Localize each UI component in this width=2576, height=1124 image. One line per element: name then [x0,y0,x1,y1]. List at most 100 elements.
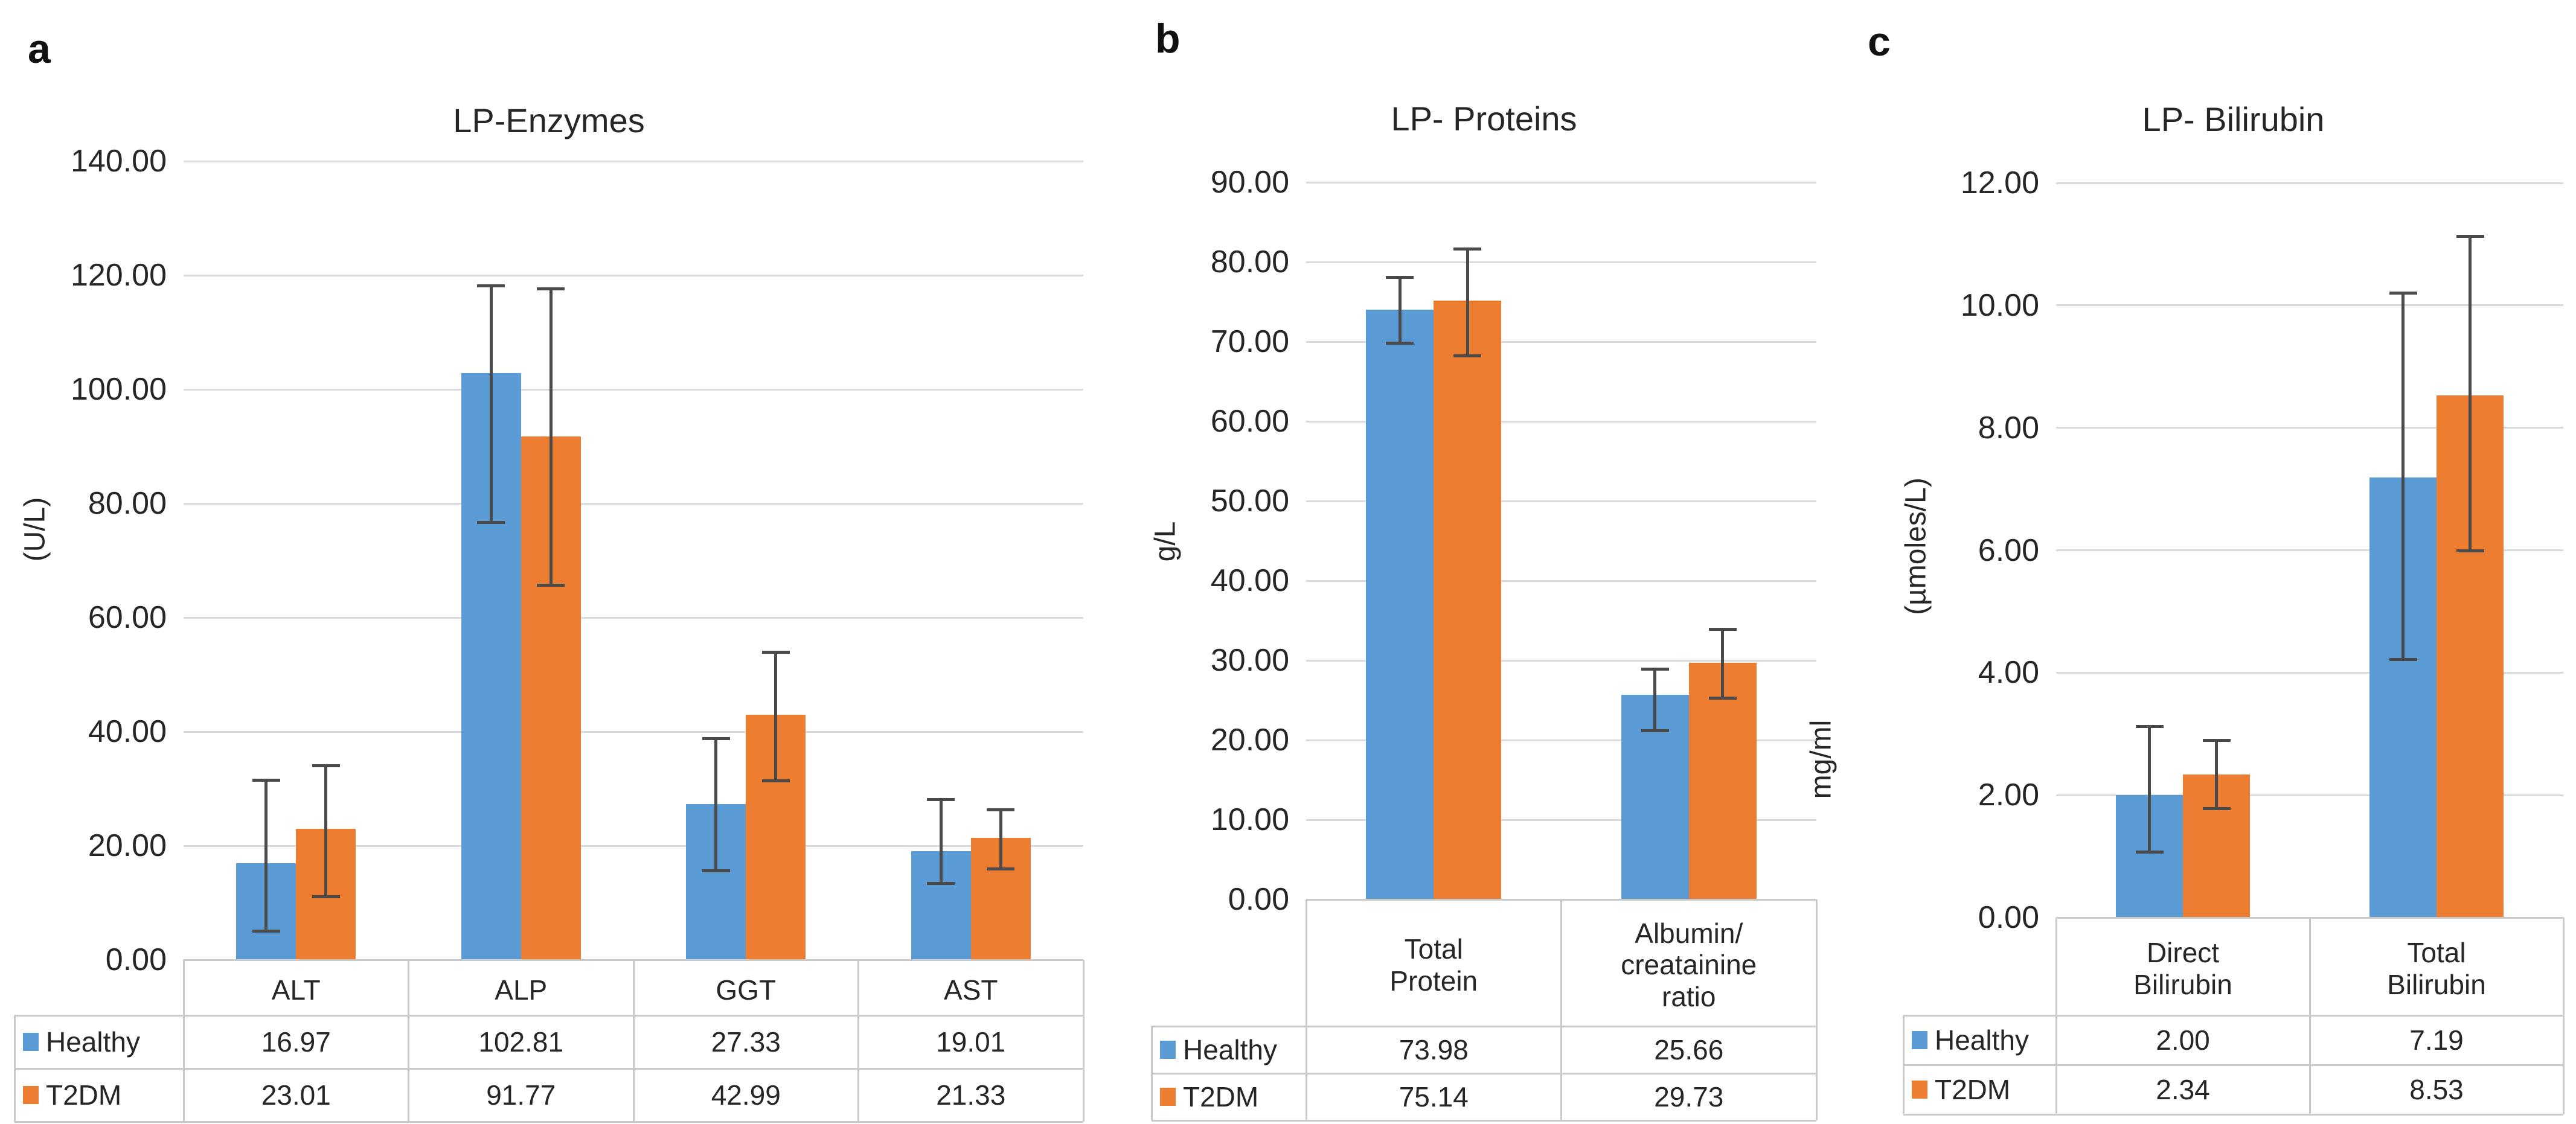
error-cap-bottom-healthy-a-3 [927,881,955,885]
error-cap-top-t2dm-a-1 [537,287,565,291]
y-tick-label-a-100: 100.00 [70,372,167,407]
bar-t2dm-b-1 [1688,662,1757,899]
table-value-healthy-a-1: 102.81 [478,1026,564,1058]
error-cap-bottom-healthy-a-0 [252,930,280,933]
gridline-a-40 [184,730,1083,733]
error-cap-top-healthy-c-0 [2135,725,2164,729]
error-cap-bottom-healthy-a-2 [702,869,730,873]
y-tick-label-c-8: 8.00 [1978,410,2039,445]
table-value-t2dm-a-2: 42.99 [711,1079,781,1111]
gridline-c-12 [2056,182,2563,184]
table-value-t2dm-b-0: 75.14 [1399,1081,1469,1113]
y-tick-label-c-4: 4.00 [1978,655,2039,691]
error-cap-bottom-t2dm-c-0 [2202,806,2231,810]
y-tick-label-b-60: 60.00 [1210,404,1289,439]
error-cap-top-t2dm-a-3 [987,808,1015,811]
error-cap-bottom-healthy-c-1 [2389,657,2417,661]
error-cap-bottom-t2dm-b-0 [1453,354,1482,358]
legend-swatch-healthy-a [23,1033,39,1051]
error-cap-bottom-healthy-a-1 [477,520,505,524]
error-cap-bottom-healthy-b-0 [1386,342,1414,345]
table-header-c-0: Direct Bilirubin [2133,937,2232,1000]
table-col-border-b-1 [1560,899,1562,1120]
y-tick-label-b-10: 10.00 [1210,802,1289,837]
table-bottom-border-a [14,1120,1083,1123]
error-cap-top-healthy-a-2 [702,736,730,740]
table-header-a-2: GGT [716,974,777,1006]
error-bar-healthy-b-0 [1398,277,1402,343]
gridline-b-70 [1306,340,1816,343]
y-tick-label-c-10: 10.00 [1960,287,2039,323]
error-cap-bottom-healthy-c-0 [2135,850,2164,854]
table-legendcol-border-b [1305,899,1307,1120]
table-value-healthy-c-1: 7.19 [2409,1024,2464,1056]
gridline-c-2 [2056,794,2563,796]
y-tick-label-a-40: 40.00 [88,714,167,749]
y-tick-label-c-6: 6.00 [1978,532,2039,568]
gridline-b-40 [1306,580,1816,582]
y-tick-label-a-20: 20.00 [88,828,167,863]
error-cap-bottom-t2dm-b-1 [1708,696,1737,700]
legend-label-healthy-a: Healthy [46,1026,140,1058]
error-cap-top-healthy-a-1 [477,284,505,287]
table-value-healthy-a-2: 27.33 [711,1026,781,1058]
y-tick-label-b-90: 90.00 [1210,165,1289,200]
y-tick-label-b-80: 80.00 [1210,244,1289,279]
table-row-border-a-1 [14,1014,1083,1017]
error-cap-top-t2dm-c-1 [2456,234,2484,238]
table-legendcol-border-a [182,960,185,1122]
error-bar-healthy-c-1 [2401,293,2405,660]
gridline-b-20 [1306,739,1816,741]
table-value-t2dm-b-1: 29.73 [1654,1081,1724,1113]
error-bar-t2dm-c-1 [2469,236,2472,551]
gridline-a-20 [184,845,1083,847]
table-right-border-c [2562,918,2565,1114]
table-bottom-border-b [1152,1119,1816,1122]
gridline-c-8 [2056,427,2563,429]
error-cap-bottom-t2dm-a-2 [761,779,790,782]
error-cap-top-healthy-b-0 [1386,275,1414,279]
error-bar-healthy-a-0 [264,780,268,931]
legend-label-t2dm-c: T2DM [1935,1074,2011,1105]
legend-swatch-healthy-b [1160,1041,1176,1059]
chart-title-c: LP- Bilirubin [2142,100,2325,138]
table-row-border-c-1 [1903,1014,2563,1017]
table-header-b-1: Albumin/creatainine ratio [1621,917,1757,1013]
error-bar-healthy-a-1 [489,286,493,523]
table-col-border-c-1 [2308,918,2311,1114]
error-bar-t2dm-a-2 [774,652,778,781]
error-cap-top-t2dm-a-0 [312,764,340,768]
error-cap-top-t2dm-a-2 [761,651,790,654]
error-bar-t2dm-c-0 [2215,740,2218,809]
table-legendcol-border-c [2055,918,2057,1114]
table-left-border-c [1902,1015,1905,1114]
error-cap-bottom-t2dm-c-1 [2456,549,2484,552]
error-cap-bottom-t2dm-a-3 [987,867,1015,871]
table-row-border-c-2 [1903,1064,2563,1066]
legend-label-t2dm-a: T2DM [46,1079,122,1111]
error-cap-bottom-healthy-b-1 [1641,729,1669,732]
y-tick-label-c-12: 12.00 [1960,165,2039,200]
bar-healthy-b-0 [1366,310,1434,899]
table-row-border-a-2 [14,1067,1083,1070]
bar-t2dm-b-0 [1434,301,1502,899]
gridline-a-60 [184,616,1083,619]
y-tick-label-b-50: 50.00 [1210,484,1289,519]
legend-swatch-t2dm-b [1160,1088,1176,1106]
table-col-border-a-3 [857,960,859,1122]
gridline-b-50 [1306,500,1816,502]
table-left-border-a [13,1015,16,1122]
error-bar-t2dm-b-1 [1721,629,1725,698]
y-tick-label-a-120: 120.00 [70,258,167,293]
table-value-healthy-a-0: 16.97 [261,1026,331,1058]
error-bar-healthy-b-1 [1653,669,1657,731]
error-bar-t2dm-a-0 [324,765,328,897]
table-right-border-b [1815,899,1818,1120]
y-tick-label-a-140: 140.00 [70,144,167,179]
y-tick-label-a-60: 60.00 [88,600,167,635]
table-value-t2dm-a-0: 23.01 [261,1079,331,1111]
gridline-a-140 [184,160,1083,162]
gridline-c-10 [2056,304,2563,307]
error-cap-top-healthy-c-1 [2389,292,2417,295]
